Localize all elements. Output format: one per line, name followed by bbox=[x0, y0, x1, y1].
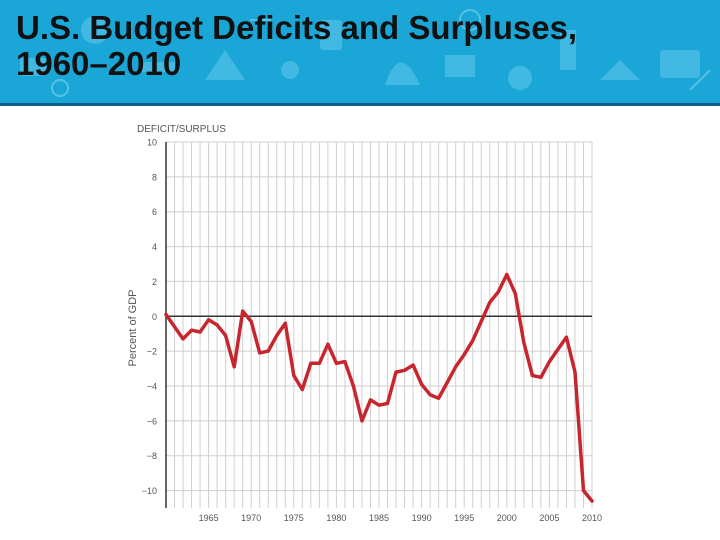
data-point bbox=[224, 333, 228, 338]
x-tick-label: 2010 bbox=[582, 513, 602, 523]
data-point bbox=[402, 368, 407, 372]
x-tick-label: 1970 bbox=[241, 513, 261, 523]
x-tick-labels: 1965 1970 1975 1980 1985 1990 1995 2000 2005 2010 bbox=[199, 513, 602, 523]
slide-title-line-2: 1960–2010 bbox=[16, 45, 182, 82]
x-tick-label: 1965 bbox=[199, 513, 219, 523]
y-tick-label: 2 bbox=[152, 277, 157, 287]
slide-title-line-1: U.S. Budget Deficits and Surpluses, bbox=[16, 9, 578, 46]
data-point bbox=[385, 401, 390, 406]
data-point bbox=[479, 319, 483, 324]
y-tick-label: −2 bbox=[147, 347, 157, 357]
data-point bbox=[215, 323, 219, 327]
y-tick-label: −6 bbox=[147, 416, 157, 426]
data-point bbox=[411, 363, 415, 367]
y-tick-label: −10 bbox=[142, 486, 157, 496]
data-point bbox=[454, 365, 458, 369]
x-tick-label: 2005 bbox=[539, 513, 559, 523]
data-point bbox=[198, 330, 202, 334]
x-tick-label: 2000 bbox=[497, 513, 517, 523]
y-tick-label: −8 bbox=[147, 451, 157, 461]
series-group bbox=[164, 272, 594, 503]
data-point bbox=[351, 384, 356, 388]
title-banner: U.S. Budget Deficits and Surpluses, 1960… bbox=[0, 0, 720, 103]
y-tick-labels: 10 8 6 4 2 0 −2 −4 −6 −8 −10 bbox=[142, 138, 157, 497]
x-tick-label: 1995 bbox=[454, 513, 474, 523]
data-point bbox=[283, 321, 287, 325]
data-point bbox=[258, 351, 262, 355]
data-point bbox=[573, 370, 577, 374]
data-point bbox=[343, 360, 347, 364]
data-point bbox=[462, 353, 466, 357]
data-point bbox=[394, 370, 398, 374]
data-point bbox=[172, 325, 177, 329]
data-point bbox=[530, 373, 534, 378]
data-point bbox=[181, 337, 185, 341]
data-point bbox=[513, 292, 517, 296]
data-point bbox=[266, 349, 270, 353]
data-point bbox=[232, 365, 236, 369]
data-point bbox=[547, 360, 552, 364]
data-point bbox=[471, 339, 475, 343]
y-axis-label: Percent of GDP bbox=[127, 289, 139, 366]
data-point bbox=[300, 387, 304, 392]
y-tick-label: 4 bbox=[152, 242, 157, 252]
y-tick-label: 10 bbox=[147, 138, 157, 148]
data-point bbox=[437, 396, 441, 400]
x-tick-label: 1975 bbox=[284, 513, 304, 523]
data-point bbox=[309, 361, 313, 365]
data-point bbox=[360, 419, 364, 423]
data-point bbox=[428, 393, 432, 397]
data-point bbox=[241, 309, 245, 313]
x-tick-label: 1985 bbox=[369, 513, 389, 523]
data-point bbox=[539, 375, 543, 379]
x-tick-label: 1990 bbox=[412, 513, 432, 523]
y-tick-label: 6 bbox=[152, 207, 157, 217]
data-point bbox=[564, 335, 569, 339]
y-tick-label: 0 bbox=[152, 312, 157, 322]
data-point bbox=[317, 361, 321, 365]
chart-title: DEFICIT/SURPLUS bbox=[137, 124, 226, 135]
data-point bbox=[275, 333, 279, 338]
data-point bbox=[420, 382, 424, 386]
slide-title: U.S. Budget Deficits and Surpluses, 1960… bbox=[16, 10, 716, 82]
x-tick-label: 1980 bbox=[326, 513, 346, 523]
y-tick-label: −4 bbox=[147, 382, 157, 392]
data-point bbox=[249, 319, 253, 324]
data-point bbox=[590, 499, 594, 503]
banner-stripe bbox=[0, 103, 720, 106]
data-point bbox=[581, 488, 586, 493]
grid-lines bbox=[165, 141, 593, 508]
data-point bbox=[488, 300, 492, 304]
data-point bbox=[334, 361, 338, 365]
data-point bbox=[164, 312, 168, 317]
data-point bbox=[556, 347, 560, 351]
data-point bbox=[292, 373, 296, 378]
data-point bbox=[207, 318, 211, 322]
banner-icon-pattern bbox=[20, 9, 711, 97]
data-point bbox=[377, 403, 381, 407]
data-point bbox=[496, 290, 500, 294]
data-point bbox=[368, 398, 373, 402]
data-point bbox=[522, 340, 526, 345]
y-tick-label: 8 bbox=[152, 172, 157, 182]
data-point bbox=[326, 342, 330, 346]
data-point bbox=[505, 272, 509, 277]
data-point bbox=[445, 380, 449, 385]
data-point bbox=[189, 328, 194, 332]
